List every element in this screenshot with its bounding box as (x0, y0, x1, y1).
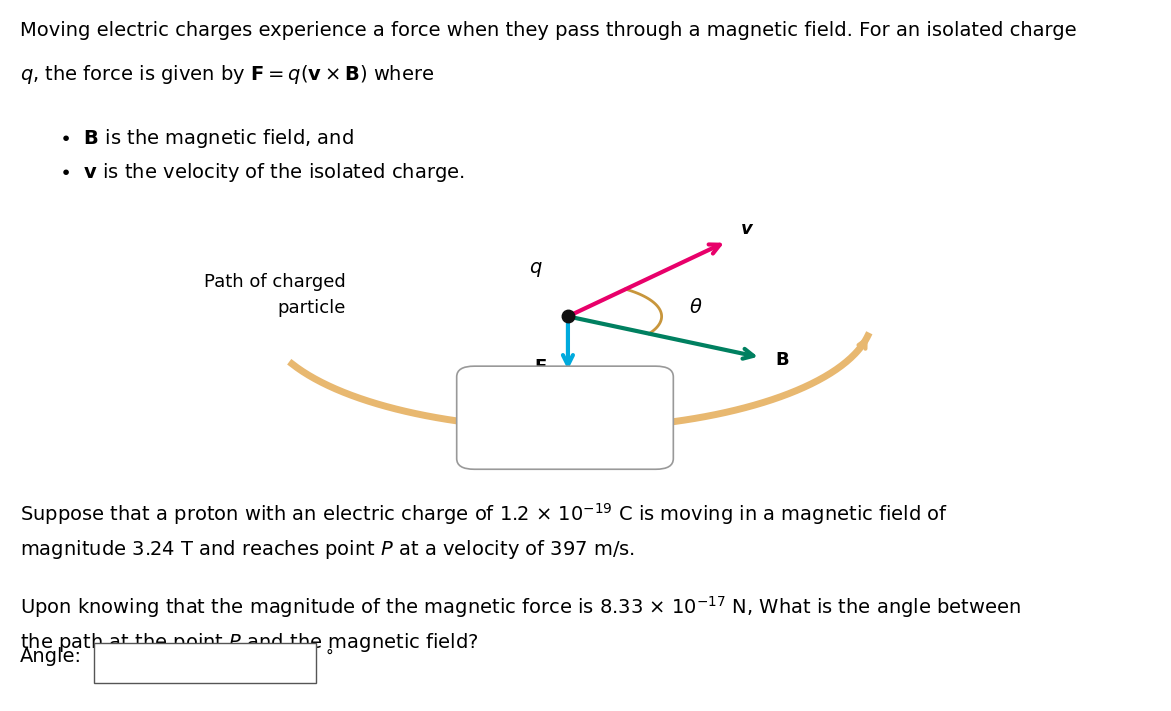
Text: to $\mathbf{v}$ and $\mathbf{B}$: to $\mathbf{v}$ and $\mathbf{B}$ (515, 426, 615, 445)
Text: F: F (535, 358, 547, 376)
Text: °: ° (326, 648, 334, 664)
Text: Upon knowing that the magnitude of the magnetic force is 8.33 $\times$ 10$^{-17}: Upon knowing that the magnitude of the m… (20, 594, 1021, 619)
FancyBboxPatch shape (457, 366, 673, 469)
Text: the path at the point $P$ and the magnetic field?: the path at the point $P$ and the magnet… (20, 631, 478, 653)
Text: $\bullet$  $\mathbf{v}$ is the velocity of the isolated charge.: $\bullet$ $\mathbf{v}$ is the velocity o… (59, 161, 464, 183)
Text: magnitude 3.24 T and reaches point $P$ at a velocity of 397 m/s.: magnitude 3.24 T and reaches point $P$ a… (20, 538, 635, 561)
Text: q: q (529, 258, 541, 277)
Text: Angle:: Angle: (20, 647, 82, 665)
Text: Path of charged
particle: Path of charged particle (204, 273, 345, 317)
Text: Suppose that a proton with an electric charge of 1.2 $\times$ 10$^{-19}$ C is mo: Suppose that a proton with an electric c… (20, 501, 947, 527)
Text: $\theta$: $\theta$ (689, 298, 703, 317)
Text: v: v (740, 220, 752, 238)
Text: Moving electric charges experience a force when they pass through a magnetic fie: Moving electric charges experience a for… (20, 21, 1076, 41)
Text: $q$, the force is given by $\mathbf{F} = q(\mathbf{v} \times \mathbf{B})$ where: $q$, the force is given by $\mathbf{F} =… (20, 63, 434, 85)
Text: $\mathbf{F}$ is orthogonal: $\mathbf{F}$ is orthogonal (494, 392, 636, 415)
FancyBboxPatch shape (94, 643, 316, 683)
Text: B: B (776, 351, 789, 368)
Text: $\bullet$  $\mathbf{B}$ is the magnetic field, and: $\bullet$ $\mathbf{B}$ is the magnetic f… (59, 127, 354, 149)
